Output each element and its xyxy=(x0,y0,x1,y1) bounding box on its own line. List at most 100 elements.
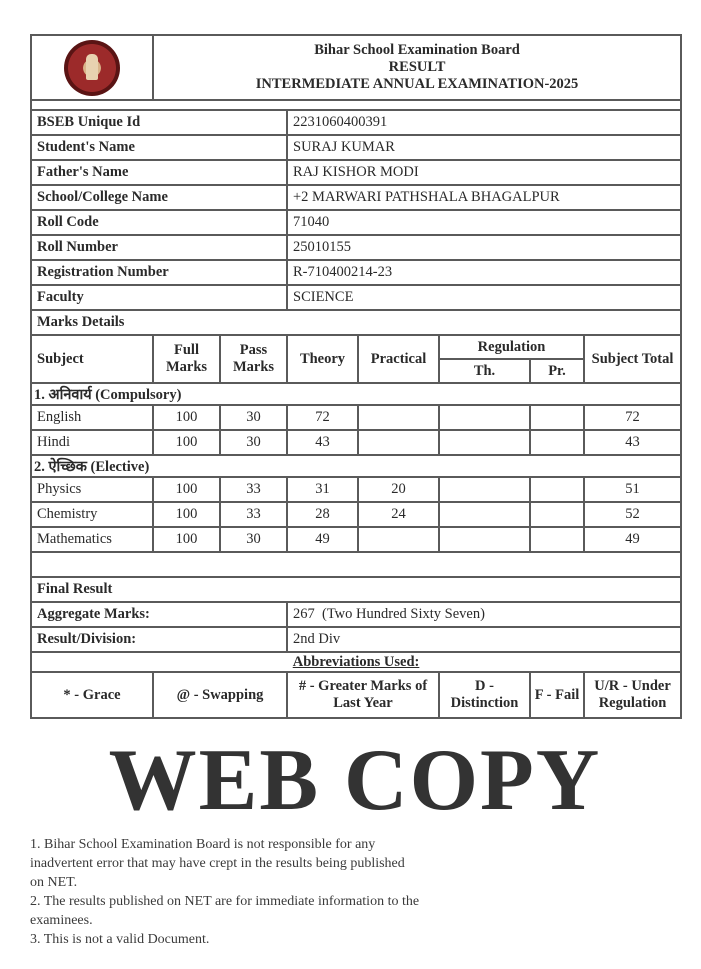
board-name: Bihar School Examination Board xyxy=(314,42,520,58)
compulsory-section-label: 1. अनिवार्य (Compulsory) xyxy=(29,382,683,406)
col-full-marks: Full Marks xyxy=(152,334,221,384)
reg-pr-value xyxy=(529,501,585,528)
col-subject-total: Subject Total xyxy=(582,334,683,384)
reg-pr-value xyxy=(529,476,585,503)
total-value: 72 xyxy=(582,404,683,431)
subject-row: Physics 100 33 31 20 51 xyxy=(30,476,683,503)
abbrev-grace: * - Grace xyxy=(30,671,154,719)
result-table: Bihar School Examination Board RESULT IN… xyxy=(29,34,683,719)
info-label: Roll Number xyxy=(30,234,288,261)
disclaimer-line: on NET. xyxy=(30,875,78,890)
subject-name: Physics xyxy=(30,476,154,503)
final-result-title: Final Result xyxy=(29,576,683,603)
aggregate-label: Aggregate Marks: xyxy=(30,601,288,628)
reg-pr-value xyxy=(529,404,585,431)
info-value: R-710400214-23 xyxy=(285,259,683,286)
col-reg-th: Th. xyxy=(438,358,531,384)
info-value: +2 MARWARI PATHSHALA BHAGALPUR xyxy=(285,184,683,211)
theory-value: 28 xyxy=(286,501,359,528)
practical-value xyxy=(357,429,440,456)
practical-value xyxy=(357,526,440,553)
total-value: 52 xyxy=(582,501,683,528)
marks-details-title: Marks Details xyxy=(29,309,683,336)
pass-value: 33 xyxy=(219,501,288,528)
subject-name: Hindi xyxy=(30,429,154,456)
info-label: BSEB Unique Id xyxy=(30,109,288,136)
abbrev-distinction: D - Distinction xyxy=(438,671,531,719)
pass-value: 33 xyxy=(219,476,288,503)
info-label: Registration Number xyxy=(30,259,288,286)
subject-row: English 100 30 72 72 xyxy=(30,404,683,431)
abbreviations-title: Abbreviations Used: xyxy=(29,651,683,673)
col-pass-marks: Pass Marks xyxy=(219,334,288,384)
info-row: Roll Code 71040 xyxy=(30,209,683,236)
division-value: 2nd Div xyxy=(285,626,683,653)
info-label: School/College Name xyxy=(30,184,288,211)
disclaimer-line: inadvertent error that may have crept in… xyxy=(30,856,405,871)
web-copy-watermark: WEB COPY xyxy=(108,732,602,829)
elective-section-label: 2. ऐच्छिक (Elective) xyxy=(29,454,683,478)
full-value: 100 xyxy=(152,429,221,456)
info-row: BSEB Unique Id 2231060400391 xyxy=(30,109,683,136)
theory-value: 31 xyxy=(286,476,359,503)
info-label: Roll Code xyxy=(30,209,288,236)
abbrev-under-regulation: U/R - Under Regulation xyxy=(582,671,683,719)
spacer-row xyxy=(29,99,683,111)
reg-th-value xyxy=(438,526,531,553)
col-subject: Subject xyxy=(30,334,154,384)
subject-name: Mathematics xyxy=(30,526,154,553)
pass-value: 30 xyxy=(219,429,288,456)
reg-th-value xyxy=(438,476,531,503)
empty-row xyxy=(29,551,683,578)
practical-value: 24 xyxy=(357,501,440,528)
info-label: Father's Name xyxy=(30,159,288,186)
col-theory: Theory xyxy=(286,334,359,384)
subject-row: Mathematics 100 30 49 49 xyxy=(30,526,683,553)
disclaimer-line: 1. Bihar School Examination Board is not… xyxy=(30,837,376,852)
result-heading: RESULT xyxy=(388,59,446,75)
header-title: Bihar School Examination Board RESULT IN… xyxy=(151,34,683,101)
aggregate-value: 267 (Two Hundred Sixty Seven) xyxy=(285,601,683,628)
info-label: Faculty xyxy=(30,284,288,311)
col-regulation: Regulation xyxy=(438,334,585,360)
division-label: Result/Division: xyxy=(30,626,288,653)
theory-value: 72 xyxy=(286,404,359,431)
theory-value: 43 xyxy=(286,429,359,456)
info-value: 2231060400391 xyxy=(285,109,683,136)
abbrev-greater-marks: # - Greater Marks of Last Year xyxy=(286,671,440,719)
disclaimer-line: examinees. xyxy=(30,913,93,928)
subject-row: Hindi 100 30 43 43 xyxy=(30,429,683,456)
pass-value: 30 xyxy=(219,526,288,553)
reg-th-value xyxy=(438,501,531,528)
reg-pr-value xyxy=(529,526,585,553)
info-value: 71040 xyxy=(285,209,683,236)
disclaimer-line: 3. This is not a valid Document. xyxy=(30,932,210,947)
info-value: SURAJ KUMAR xyxy=(285,134,683,161)
reg-pr-value xyxy=(529,429,585,456)
info-row: Student's Name SURAJ KUMAR xyxy=(30,134,683,161)
full-value: 100 xyxy=(152,526,221,553)
pass-value: 30 xyxy=(219,404,288,431)
practical-value xyxy=(357,404,440,431)
subject-name: English xyxy=(30,404,154,431)
col-practical: Practical xyxy=(357,334,440,384)
bseb-seal-logo xyxy=(64,39,120,96)
theory-value: 49 xyxy=(286,526,359,553)
info-row: Roll Number 25010155 xyxy=(30,234,683,261)
practical-value: 20 xyxy=(357,476,440,503)
disclaimer-line: 2. The results published on NET are for … xyxy=(30,894,420,909)
result-sheet: Bihar School Examination Board RESULT IN… xyxy=(29,34,683,719)
abbrev-swapping: @ - Swapping xyxy=(152,671,288,719)
info-row: Registration Number R-710400214-23 xyxy=(30,259,683,286)
abbrev-fail: F - Fail xyxy=(529,671,585,719)
total-value: 51 xyxy=(582,476,683,503)
info-value: SCIENCE xyxy=(285,284,683,311)
abbreviations-title-text: Abbreviations Used: xyxy=(292,653,420,670)
info-value: 25010155 xyxy=(285,234,683,261)
full-value: 100 xyxy=(152,476,221,503)
info-label: Student's Name xyxy=(30,134,288,161)
full-value: 100 xyxy=(152,501,221,528)
total-value: 43 xyxy=(582,429,683,456)
exam-name: INTERMEDIATE ANNUAL EXAMINATION-2025 xyxy=(255,76,579,92)
full-value: 100 xyxy=(152,404,221,431)
